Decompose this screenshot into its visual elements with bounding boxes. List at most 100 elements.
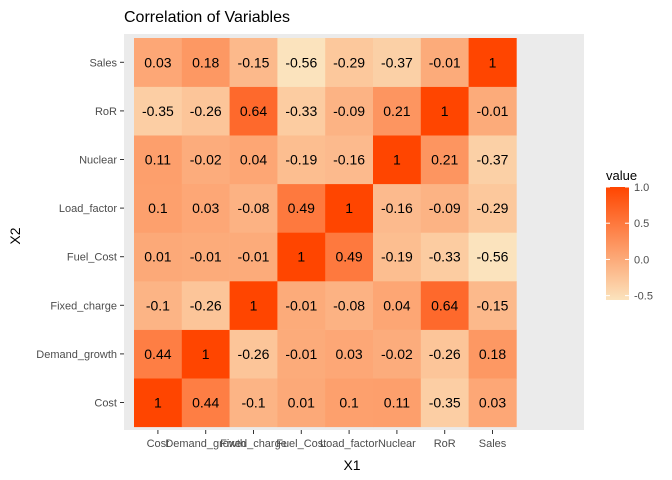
x-tick-label: Fixed_charge — [220, 438, 287, 450]
heatmap-cell — [134, 86, 183, 136]
y-tick-label: Load_factor — [59, 203, 117, 215]
cell-value-label: 0.44 — [144, 346, 171, 362]
x-tick-label: Load_factor — [320, 438, 378, 450]
cell-value-label: -0.16 — [333, 152, 365, 168]
heatmap-cell — [229, 329, 278, 379]
heatmap-cell — [420, 135, 469, 185]
cell-value-label: 0.11 — [384, 395, 410, 411]
cell-value-label: 1 — [250, 297, 258, 313]
cell-value-label: 1 — [345, 200, 353, 216]
cell-value-label: 0.1 — [148, 200, 168, 216]
heatmap-cell — [420, 38, 469, 87]
x-axis-title: X1 — [343, 457, 360, 473]
x-tick-label: Sales — [479, 438, 507, 450]
heatmap-cell — [468, 183, 517, 233]
legend-title: value — [606, 168, 637, 183]
cell-value-label: -0.37 — [477, 152, 509, 168]
heatmap-cell — [468, 135, 517, 185]
cell-value-label: -0.33 — [285, 103, 317, 119]
heatmap-cell — [181, 232, 230, 282]
heatmap-cell — [468, 38, 517, 87]
x-axis: CostDemand_growthFixed_chargeFuel_CostLo… — [147, 430, 507, 450]
cell-value-label: -0.26 — [190, 297, 222, 313]
heatmap-cell — [325, 378, 374, 428]
heatmap-cell — [373, 183, 422, 233]
heatmap-cell — [181, 38, 230, 87]
cell-value-label: 0.49 — [335, 249, 362, 265]
cell-value-label: -0.29 — [477, 200, 509, 216]
cell-value-label: -0.1 — [146, 297, 170, 313]
cell-value-label: 1 — [202, 346, 210, 362]
heatmap-cell — [325, 281, 374, 330]
heatmap-cell — [181, 183, 230, 233]
cell-value-label: -0.09 — [333, 103, 365, 119]
cell-value-label: 0.44 — [192, 395, 219, 411]
heatmap-cell — [468, 86, 517, 136]
heatmap-cell — [373, 232, 422, 282]
chart-title: Correlation of Variables — [124, 9, 290, 26]
cell-value-label: -0.26 — [190, 103, 222, 119]
heatmap-cell — [468, 232, 517, 282]
cell-value-label: 0.01 — [288, 395, 315, 411]
cell-value-label: -0.19 — [285, 152, 317, 168]
heatmap-cell — [277, 378, 326, 428]
heatmap-cell — [373, 281, 422, 330]
heatmap-cell — [468, 378, 517, 428]
cell-value-label: -0.02 — [190, 152, 222, 168]
heatmap-cell — [325, 183, 374, 233]
cell-value-label: 0.04 — [240, 152, 267, 168]
cell-value-label: -0.01 — [190, 249, 222, 265]
legend-tick-label: 0.5 — [634, 218, 649, 230]
cell-value-label: -0.01 — [429, 54, 461, 70]
cell-value-label: -0.56 — [285, 54, 317, 70]
heatmap-cell — [420, 232, 469, 282]
y-tick-label: Cost — [94, 398, 117, 410]
cell-value-label: -0.01 — [285, 297, 317, 313]
heatmap-cell — [134, 281, 183, 330]
cell-value-label: 0.18 — [192, 54, 219, 70]
cell-value-label: 0.1 — [339, 395, 359, 411]
heatmap-cell — [373, 378, 422, 428]
heatmap-cell — [468, 329, 517, 379]
heatmap-cell — [229, 281, 278, 330]
cell-value-label: -0.26 — [429, 346, 461, 362]
y-axis-title: X2 — [7, 227, 23, 244]
heatmap-cell — [181, 281, 230, 330]
x-tick-label: RoR — [434, 438, 456, 450]
cell-value-label: -0.01 — [238, 249, 270, 265]
y-tick-label: Fuel_Cost — [67, 252, 117, 264]
cell-value-label: 0.03 — [479, 395, 506, 411]
heatmap-cell — [181, 86, 230, 136]
heatmap-cell — [229, 135, 278, 185]
cell-value-label: 1 — [393, 152, 401, 168]
y-tick-label: Sales — [89, 57, 117, 69]
cell-value-label: -0.15 — [477, 297, 509, 313]
heatmap-cell-labels: 1 0.44 -0.1 0.01 0.1 0.11 -0.35 0.030.44 1 -0.26-… — [142, 54, 509, 410]
cell-value-label: -0.35 — [429, 395, 461, 411]
heatmap-cell — [420, 329, 469, 379]
heatmap-cell — [420, 378, 469, 428]
heatmap-cells — [134, 38, 517, 428]
x-tick-label: Cost — [147, 438, 170, 450]
cell-value-label: 0.21 — [431, 152, 458, 168]
heatmap-cell — [373, 86, 422, 136]
legend-colorbar — [606, 187, 629, 300]
cell-value-label: 0.21 — [383, 103, 410, 119]
heatmap-cell — [134, 38, 183, 87]
cell-value-label: -0.01 — [285, 346, 317, 362]
cell-value-label: -0.26 — [238, 346, 270, 362]
cell-value-label: -0.15 — [238, 54, 270, 70]
heatmap-cell — [181, 135, 230, 185]
y-tick-label: Demand_growth — [36, 349, 117, 361]
cell-value-label: 0.03 — [144, 54, 171, 70]
heatmap-cell — [134, 329, 183, 379]
cell-value-label: 0.03 — [192, 200, 219, 216]
y-tick-label: Fixed_charge — [50, 300, 117, 312]
cell-value-label: -0.01 — [477, 103, 509, 119]
heatmap-cell — [325, 232, 374, 282]
heatmap-cell — [468, 281, 517, 330]
cell-value-label: 0.03 — [335, 346, 362, 362]
legend-ticks: 1.0 0.5 0.0 -0.5 — [606, 182, 653, 303]
y-tick-label: Nuclear — [79, 155, 117, 167]
cell-value-label: -0.29 — [333, 54, 365, 70]
